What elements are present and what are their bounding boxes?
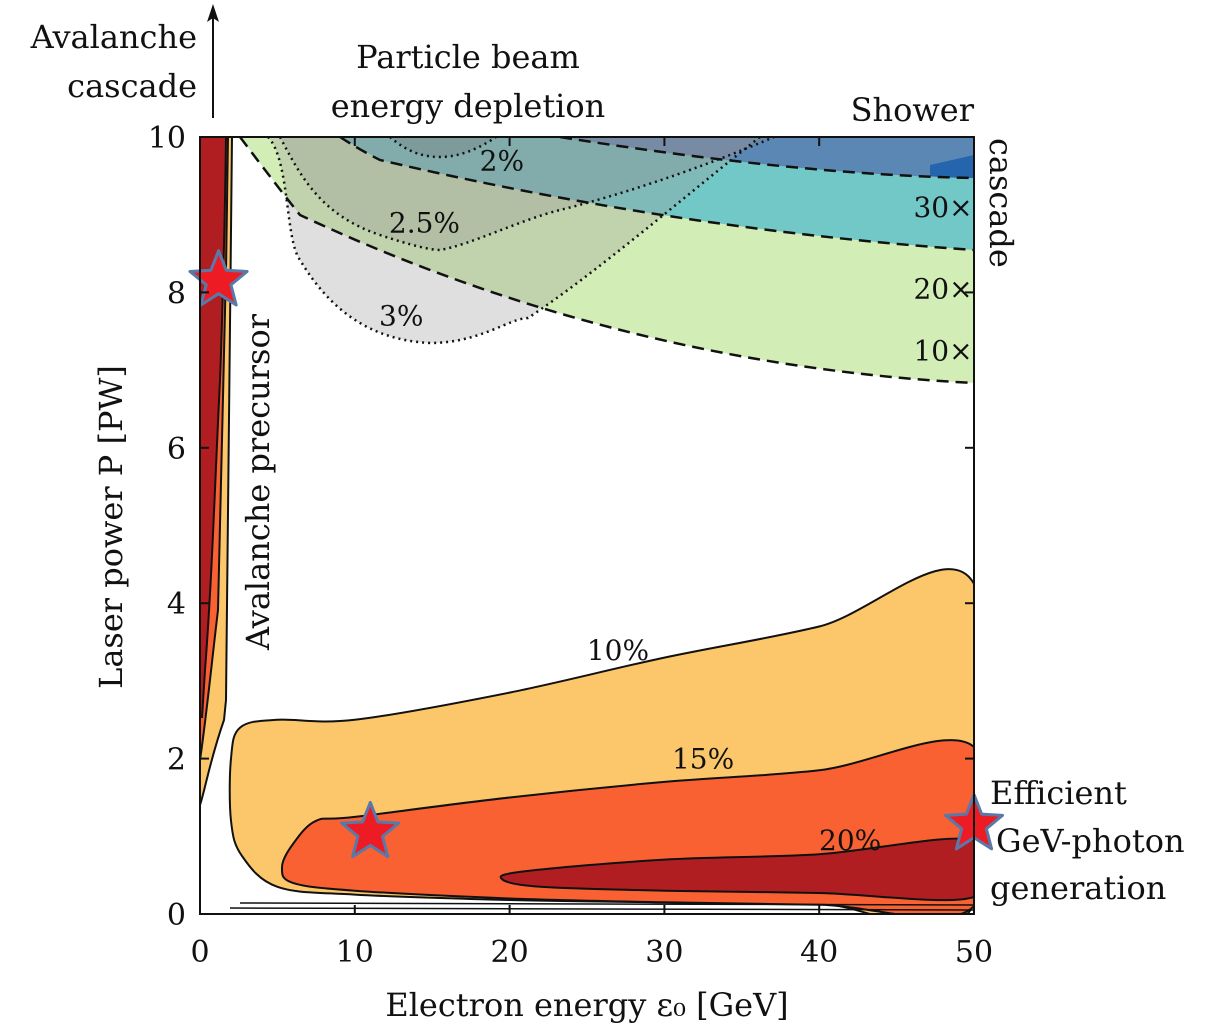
y-tick-label: 6 (167, 432, 186, 467)
y-tick-label: 0 (167, 898, 186, 933)
shower-contour-30x (559, 137, 974, 180)
annot-efficient-line2: GeV-photon (996, 822, 1185, 860)
shower-contour-10x (239, 137, 974, 385)
shower-band-30x (560, 137, 974, 178)
shower-label-10x: 10× (913, 335, 972, 368)
avalanche-contour-inner (201, 137, 227, 719)
y-tick-label: 2 (167, 743, 186, 778)
depletion-label-3pct: 3% (379, 300, 423, 333)
shower-band-30x-deep (930, 155, 974, 178)
depletion-region-3pct (268, 137, 760, 343)
depletion-label-2pct: 2% (480, 144, 524, 177)
avalanche-cascade-arrow (207, 4, 219, 118)
x-tick-label: 50 (955, 935, 993, 970)
shower-label-30x: 30× (913, 191, 972, 224)
efficiency-label-20pct: 20% (819, 824, 881, 857)
shower-contour-20x (339, 137, 974, 252)
depletion-contour-2pct (389, 137, 497, 159)
depletion-label-2.5pct: 2.5% (389, 206, 460, 239)
star-marker-mid (340, 800, 401, 859)
x-tick-label: 40 (800, 935, 838, 970)
x-tick-label: 30 (645, 935, 683, 970)
annot-efficient-line1: Efficient (990, 774, 1127, 812)
efficiency-label-15pct: 15% (672, 743, 734, 776)
y-tick-label: 10 (148, 121, 186, 156)
y-tick-label: 4 (167, 587, 186, 622)
x-tick-label: 20 (491, 935, 529, 970)
annot-avalanche-precursor: Avalanche precursor (239, 313, 277, 651)
efficiency-label-10pct: 10% (587, 634, 649, 667)
y-tick-label: 8 (167, 276, 186, 311)
star-marker-avalanche (188, 249, 249, 307)
shower-label-20x: 20× (913, 273, 972, 306)
annot-shower: Shower (851, 91, 975, 129)
depletion-region-2.5pct (280, 137, 774, 250)
plot-frame (199, 136, 975, 915)
depletion-contour-2.5pct (278, 137, 775, 252)
avalanche-contour-mid (200, 137, 229, 761)
annot-particle-beam-line1: Particle beam (356, 38, 580, 76)
x-axis-label: Electron energy ε₀ [GeV] (385, 986, 788, 1024)
avalanche-contour-outer (200, 137, 233, 806)
annot-avalanche-line1: Avalanche (30, 18, 197, 56)
annot-shower-cascade-rotated: cascade (982, 138, 1020, 268)
x-tick-label: 10 (336, 935, 374, 970)
y-axis-label: Laser power P [PW] (92, 365, 130, 689)
annot-efficient-line3: generation (990, 869, 1166, 907)
bottom-contour-b (239, 902, 974, 906)
x-tick-label: 0 (190, 935, 209, 970)
annot-particle-beam-line2: energy depletion (331, 87, 606, 125)
annot-avalanche-line2: cascade (67, 67, 197, 105)
efficiency-region-20pct (499, 837, 974, 902)
